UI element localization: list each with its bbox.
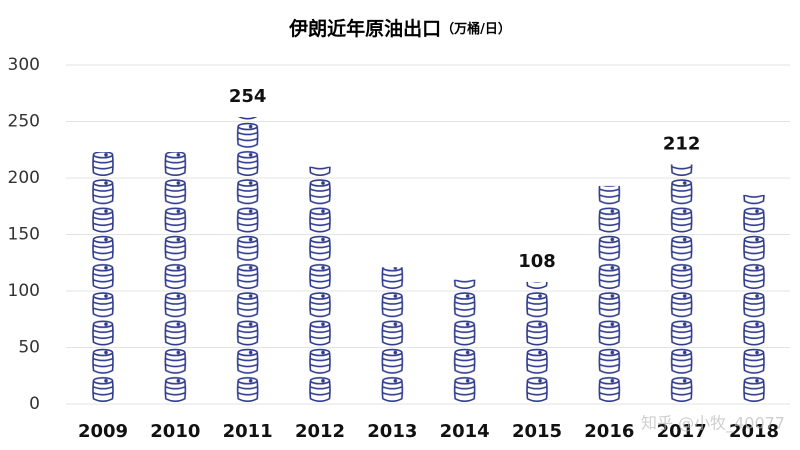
bar-group [669, 164, 694, 404]
x-tick-label: 2017 [657, 421, 707, 442]
y-tick-label: 50 [18, 338, 40, 358]
pictogram-bar [452, 279, 477, 404]
y-tick-label: 200 [8, 168, 40, 188]
y-tick-label: 0 [29, 394, 40, 414]
pictogram-bar [380, 267, 405, 404]
bar-group [308, 166, 332, 404]
y-tick-label: 250 [8, 112, 40, 132]
x-tick-label: 2011 [223, 421, 273, 442]
x-tick-label: 2009 [78, 421, 128, 442]
title: 伊朗近年原油出口 [288, 17, 441, 40]
bar-group [380, 267, 405, 404]
pictogram-bar [163, 152, 188, 404]
bar-group [91, 152, 115, 404]
subtitle: （万桶/日） [441, 21, 511, 37]
pictogram-bar [742, 194, 766, 404]
bar-group [525, 281, 549, 404]
x-tick-label: 2010 [150, 421, 200, 442]
pictogram-bar [597, 185, 622, 404]
x-tick-label: 2013 [367, 421, 417, 442]
bar-group [235, 116, 260, 404]
pictogram-bar [91, 152, 115, 404]
watermark: 知乎 @小牧_40077 [641, 414, 785, 434]
x-tick-label: 2016 [584, 421, 634, 442]
x-tick-label: 2014 [440, 421, 490, 442]
bar-group [597, 185, 622, 404]
x-tick-label: 2012 [295, 421, 345, 442]
data-label: 254 [229, 86, 267, 107]
bar-group [452, 279, 477, 404]
data-label: 212 [663, 133, 701, 154]
pictogram-bar [235, 116, 260, 404]
chart-title: 伊朗近年原油出口（万桶/日） [288, 17, 511, 40]
y-tick-label: 300 [8, 55, 40, 75]
y-tick-label: 150 [8, 225, 40, 245]
data-label: 108 [518, 251, 556, 272]
bar-group [742, 194, 766, 404]
pictogram-bar [308, 166, 332, 404]
x-tick-label: 2015 [512, 421, 562, 442]
pictogram-bar [525, 281, 549, 404]
x-tick-label: 2018 [729, 421, 779, 442]
pictogram-bar [669, 164, 694, 404]
y-tick-label: 100 [8, 281, 40, 301]
bar-group [163, 152, 188, 404]
